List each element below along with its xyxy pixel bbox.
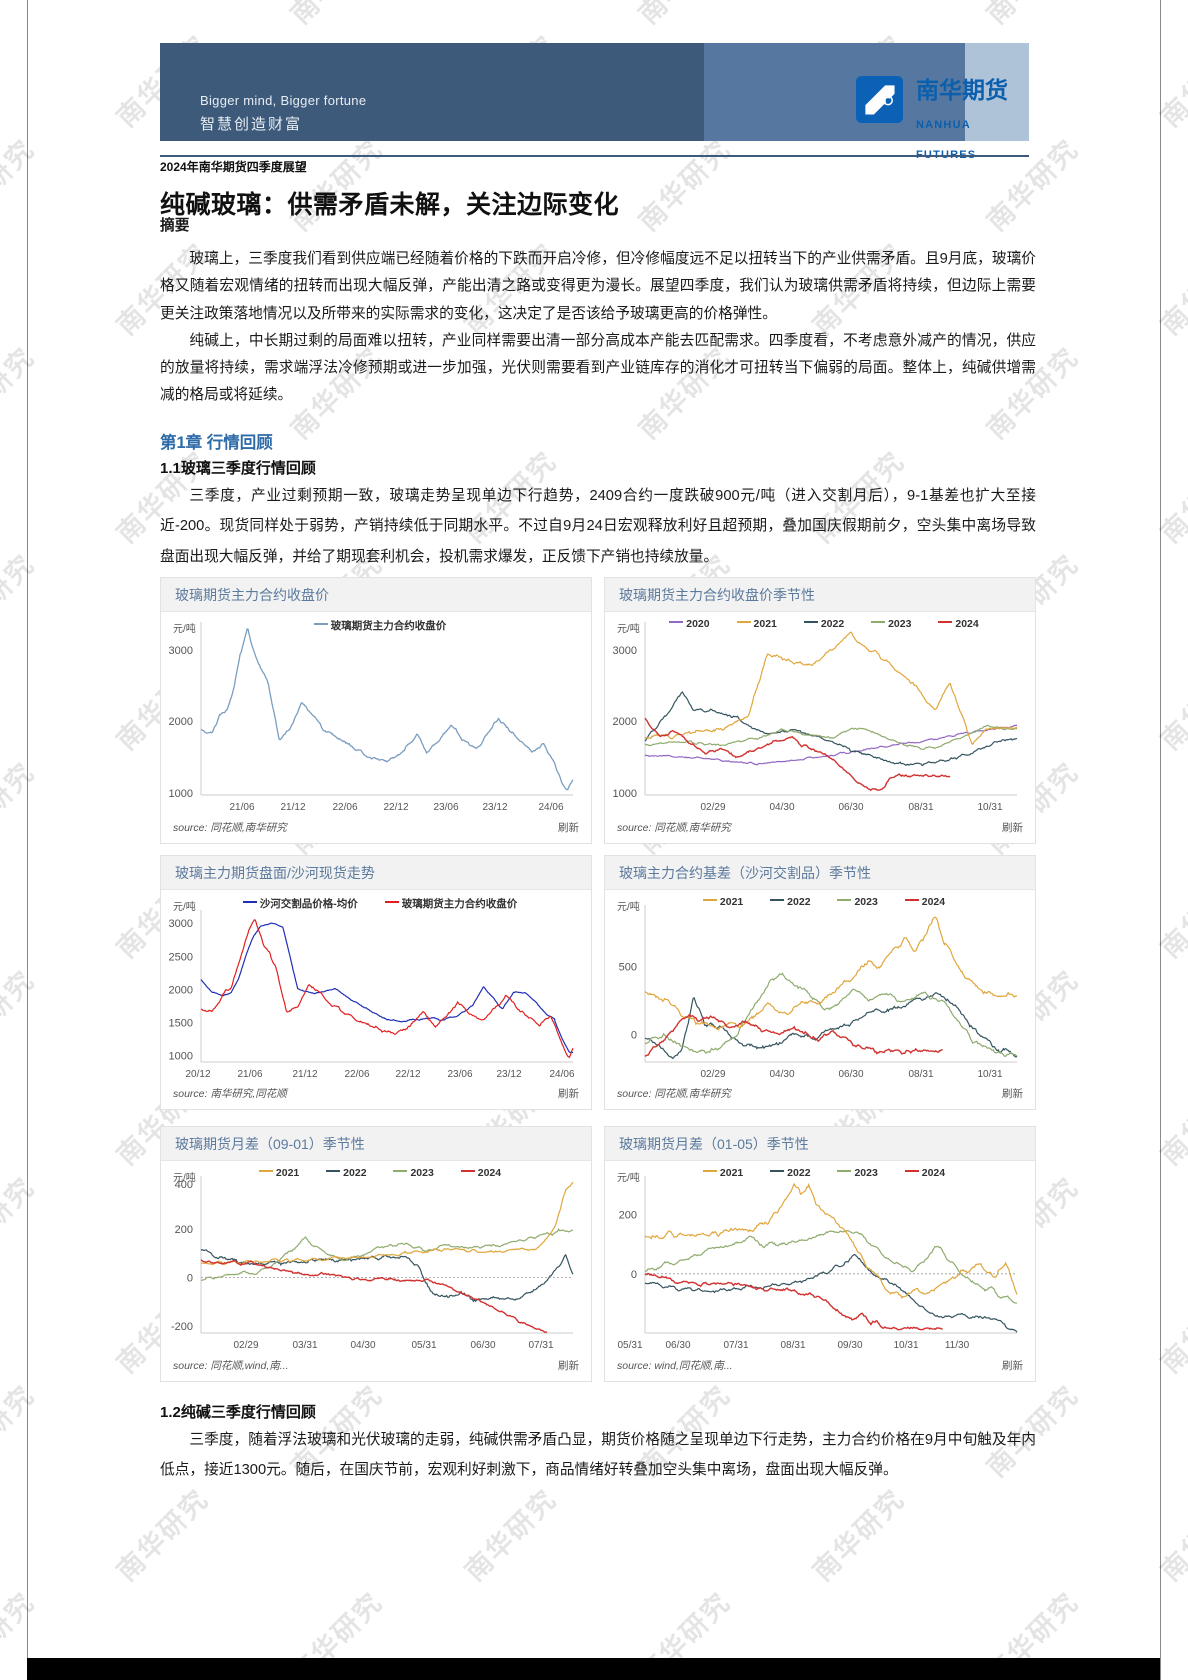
svg-text:1500: 1500: [169, 1017, 193, 1029]
svg-text:06/30: 06/30: [470, 1340, 495, 1351]
svg-text:05/31: 05/31: [411, 1340, 436, 1351]
svg-text:07/31: 07/31: [723, 1340, 748, 1351]
svg-text:24/06: 24/06: [549, 1069, 574, 1080]
svg-text:3000: 3000: [169, 645, 193, 657]
svg-text:1000: 1000: [613, 788, 637, 800]
svg-text:11/30: 11/30: [945, 1340, 970, 1351]
svg-text:04/30: 04/30: [350, 1340, 375, 1351]
svg-text:02/29: 02/29: [233, 1340, 258, 1351]
svg-text:07/31: 07/31: [528, 1340, 553, 1351]
svg-text:22/12: 22/12: [395, 1069, 420, 1080]
svg-text:400: 400: [175, 1179, 193, 1191]
svg-text:23/12: 23/12: [482, 802, 507, 813]
svg-text:200: 200: [619, 1210, 637, 1222]
svg-text:0: 0: [631, 1269, 637, 1281]
svg-text:2000: 2000: [613, 716, 637, 728]
svg-text:24/06: 24/06: [538, 802, 563, 813]
svg-text:23/12: 23/12: [496, 1069, 521, 1080]
svg-text:500: 500: [619, 961, 637, 973]
svg-text:22/12: 22/12: [383, 802, 408, 813]
svg-text:23/06: 23/06: [433, 802, 458, 813]
svg-text:03/31: 03/31: [292, 1340, 317, 1351]
svg-text:06/30: 06/30: [838, 802, 863, 813]
svg-text:22/06: 22/06: [332, 802, 357, 813]
svg-text:08/31: 08/31: [908, 802, 933, 813]
svg-text:10/31: 10/31: [977, 802, 1002, 813]
svg-text:2500: 2500: [169, 951, 193, 963]
svg-text:05/31: 05/31: [617, 1340, 642, 1351]
svg-text:02/29: 02/29: [700, 1069, 725, 1080]
svg-text:08/31: 08/31: [780, 1340, 805, 1351]
svg-text:21/12: 21/12: [292, 1069, 317, 1080]
svg-text:21/06: 21/06: [237, 1069, 262, 1080]
svg-text:200: 200: [175, 1224, 193, 1236]
svg-text:02/29: 02/29: [700, 802, 725, 813]
svg-text:06/30: 06/30: [838, 1069, 863, 1080]
svg-text:0: 0: [187, 1272, 193, 1284]
svg-text:20/12: 20/12: [185, 1069, 210, 1080]
svg-text:09/30: 09/30: [837, 1340, 862, 1351]
svg-text:1000: 1000: [169, 1050, 193, 1062]
svg-text:10/31: 10/31: [977, 1069, 1002, 1080]
svg-text:-200: -200: [171, 1321, 193, 1333]
svg-text:06/30: 06/30: [665, 1340, 690, 1351]
svg-text:22/06: 22/06: [344, 1069, 369, 1080]
svg-text:3000: 3000: [613, 645, 637, 657]
svg-text:2000: 2000: [169, 984, 193, 996]
svg-text:1000: 1000: [169, 788, 193, 800]
svg-text:23/06: 23/06: [447, 1069, 472, 1080]
svg-text:2000: 2000: [169, 716, 193, 728]
svg-text:21/12: 21/12: [280, 802, 305, 813]
svg-text:08/31: 08/31: [908, 1069, 933, 1080]
svg-text:10/31: 10/31: [893, 1340, 918, 1351]
svg-text:04/30: 04/30: [769, 802, 794, 813]
svg-text:0: 0: [631, 1030, 637, 1042]
svg-text:04/30: 04/30: [769, 1069, 794, 1080]
svg-text:3000: 3000: [169, 918, 193, 930]
svg-text:21/06: 21/06: [229, 802, 254, 813]
